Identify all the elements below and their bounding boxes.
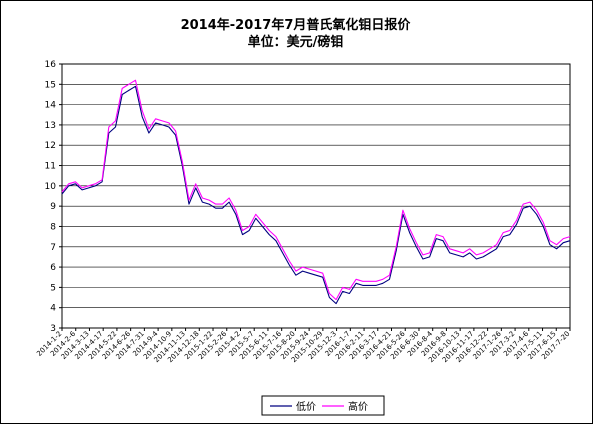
series-line-low	[61, 85, 571, 305]
x-axis: 2014-1-22014-2-62014-3-132014-4-172014-5…	[35, 328, 571, 364]
y-tick-label: 10	[45, 182, 57, 192]
y-axis: 3 4 5 6 7 8 9 10 11 12 13 14 15 16	[45, 60, 62, 334]
series-lines	[61, 79, 571, 305]
grid	[62, 84, 570, 308]
y-tick-label: 4	[50, 304, 56, 314]
y-tick-label: 7	[50, 243, 56, 253]
y-tick-label: 3	[50, 324, 56, 334]
legend-label-high: 高价	[348, 400, 368, 413]
y-tick-label: 8	[50, 222, 56, 232]
y-tick-label: 5	[50, 283, 56, 293]
legend: 低价 高价	[261, 395, 385, 416]
y-tick-label: 15	[45, 80, 56, 90]
chart-title: 2014年-2017年7月普氏氧化钼日报价	[180, 18, 411, 33]
y-tick-label: 6	[50, 263, 56, 273]
y-tick-label: 11	[45, 162, 56, 172]
y-tick-label: 12	[45, 141, 56, 151]
plot-area	[61, 63, 571, 329]
y-tick-label: 16	[45, 60, 57, 70]
y-tick-label: 9	[50, 202, 56, 212]
legend-label-low: 低价	[296, 400, 316, 413]
series-line-high	[61, 79, 571, 301]
chart-subtitle: 单位：美元/磅钼	[247, 35, 344, 50]
y-tick-label: 14	[45, 101, 57, 111]
y-tick-label: 13	[45, 121, 56, 131]
